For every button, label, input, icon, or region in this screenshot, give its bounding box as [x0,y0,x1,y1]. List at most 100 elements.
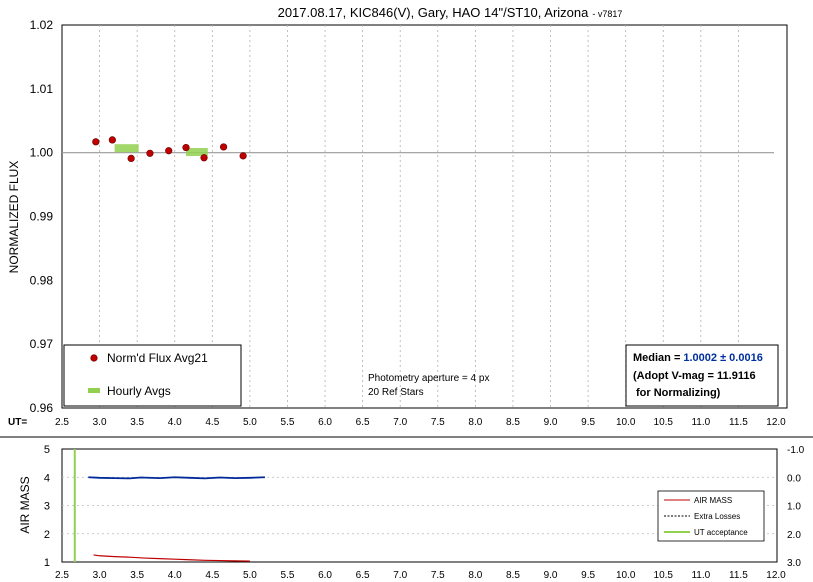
flux-x-grid [99,25,739,408]
airmass-y-axis-label: AIR MASS [18,476,32,533]
hourly-avg-bar [186,148,208,157]
chart-title: 2017.08.17, KIC846(V), Gary, HAO 14"/ST1… [278,5,623,20]
flux-x-tick-label: 8.0 [468,417,482,428]
airmass-x-tick-label: 5.0 [243,570,257,581]
airmass-x-tick-label: 11.5 [729,570,748,581]
flux-x-tick-label: 2.5 [55,417,69,428]
flux-point [108,136,116,144]
flux-point [127,154,135,163]
airmass-x-tick-label: 10.5 [654,570,674,581]
airmass-x-tick-label: 11.0 [691,570,710,581]
extra-losses-y-tick-label: 0.0 [787,473,801,484]
airmass-x-tick-label: 3.0 [93,570,107,581]
flux-y-tick-label: 0.98 [30,273,54,287]
airmass-x-tick-label: 5.5 [281,570,295,581]
extra-losses-y-tick-label: 2.0 [787,530,801,541]
flux-y-tick-label: 0.99 [30,210,54,224]
legend-ut-acceptance-label: UT acceptance [694,528,748,537]
flux-x-tick-label: 5.5 [281,417,295,428]
flux-point [182,143,190,152]
airmass-legend: AIR MASS Extra Losses UT acceptance [657,490,765,542]
flux-x-tick-label: 7.5 [431,417,445,428]
legend-hourly-swatch [88,388,100,393]
airmass-x-tick-label: 4.0 [168,570,182,581]
hourly-avgs-series [114,144,208,157]
flux-x-tick-label: 5.0 [243,417,257,428]
flux-x-tick-label: 8.5 [506,417,520,428]
airmass-x-tick-label: 9.5 [581,570,595,581]
flux-y-ticks: 1.02 1.01 1.00 0.99 0.98 0.97 0.96 [30,18,54,415]
flux-x-tick-label: 3.5 [130,417,144,428]
legend-extra-losses-label: Extra Losses [694,512,740,521]
airmass-y-tick-label: 1 [44,557,50,569]
airmass-y-tick-label: 3 [44,501,50,513]
flux-point [92,138,100,146]
airmass-x-tick-label: 6.5 [356,570,370,581]
hourly-avg-bar [114,144,139,153]
ref-stars-annotation: 20 Ref Stars [368,387,424,398]
airmass-line [93,554,250,562]
flux-x-tick-label: 3.0 [93,417,107,428]
flux-point [219,143,228,151]
legend-hourly-label: Hourly Avgs [107,384,171,398]
flux-x-tick-label: 11.5 [729,417,748,428]
flux-x-tick-label: 6.0 [318,417,332,428]
airmass-x-tick-label: 7.0 [393,570,407,581]
flux-y-tick-label: 1.01 [30,82,54,96]
flux-y-tick-label: 1.00 [30,146,54,160]
ut-prefix-label: UT= [8,417,27,428]
flux-x-tick-label: 6.5 [356,417,370,428]
flux-point [239,152,247,160]
airmass-x-tick-label: 10.0 [616,570,636,581]
flux-point [146,149,154,157]
flux-x-tick-label: 11.0 [691,417,710,428]
flux-plot-area [61,24,788,409]
airmass-y-tick-label: 5 [44,444,50,456]
flux-x-tick-label: 7.0 [393,417,407,428]
flux-series [92,136,247,163]
airmass-series-group [73,449,265,562]
aperture-annotation: Photometry aperture = 4 px [368,373,489,384]
flux-y-tick-label: 0.97 [30,337,54,351]
median-label: Median = 1.0002 ± 0.0016 [633,352,763,364]
airmass-y-grid [62,476,776,535]
flux-x-tick-label: 12.0 [766,417,786,428]
flux-x-tick-label: 9.0 [544,417,558,428]
flux-point [200,154,208,162]
flux-legend: Norm'd Flux Avg21 Hourly Avgs [63,344,242,407]
airmass-y-tick-label: 2 [44,529,50,541]
airmass-x-tick-label: 8.0 [468,570,482,581]
airmass-x-tick-label: 9.0 [544,570,558,581]
flux-point [165,147,173,155]
median-normalizing-line: for Normalizing) [636,387,721,399]
airmass-x-tick-label: 7.5 [431,570,445,581]
extra-losses-y-tick-label: -1.0 [787,445,805,456]
airmass-x-tick-label: 12.0 [766,570,786,581]
flux-y-tick-label: 1.02 [30,18,54,32]
airmass-y-tick-label: 4 [44,472,50,484]
legend-flux-label: Norm'd Flux Avg21 [107,351,208,365]
legend-airmass-label: AIR MASS [694,496,732,505]
airmass-x-tick-label: 6.0 [318,570,332,581]
flux-y-tick-label: 0.96 [30,401,54,415]
flux-y-axis-label: NORMALIZED FLUX [7,161,21,274]
flux-x-tick-label: 9.5 [581,417,595,428]
flux-x-ticks: 2.5 3.0 3.5 4.0 4.5 5.0 5.5 6.0 6.5 7.0 7.5 8.0 8.5 9… [55,417,786,428]
airmass-y-ticks: 5 4 3 2 1 [44,444,50,569]
extra-losses-line [88,476,265,480]
airmass-x-tick-label: 8.5 [506,570,520,581]
flux-x-tick-label: 4.5 [205,417,219,428]
median-box-frame [625,344,779,407]
extra-losses-y-ticks: -1.0 0.0 1.0 2.0 3.0 [787,445,805,569]
flux-x-tick-label: 10.0 [616,417,636,428]
flux-x-tick-label: 10.5 [654,417,674,428]
extra-losses-y-tick-label: 1.0 [787,502,801,513]
airmass-x-ticks: 2.5 3.0 3.5 4.0 4.5 5.0 5.5 6.0 6.5 7.0 7.5 8.0 8.5 9… [55,570,786,581]
airmass-x-tick-label: 3.5 [130,570,144,581]
airmass-x-tick-label: 4.5 [205,570,219,581]
extra-losses-y-tick-label: 3.0 [787,558,801,569]
airmass-x-tick-label: 2.5 [55,570,69,581]
median-adopt-line: (Adopt V-mag = 11.9116 [633,370,756,382]
legend-flux-swatch [90,354,98,362]
